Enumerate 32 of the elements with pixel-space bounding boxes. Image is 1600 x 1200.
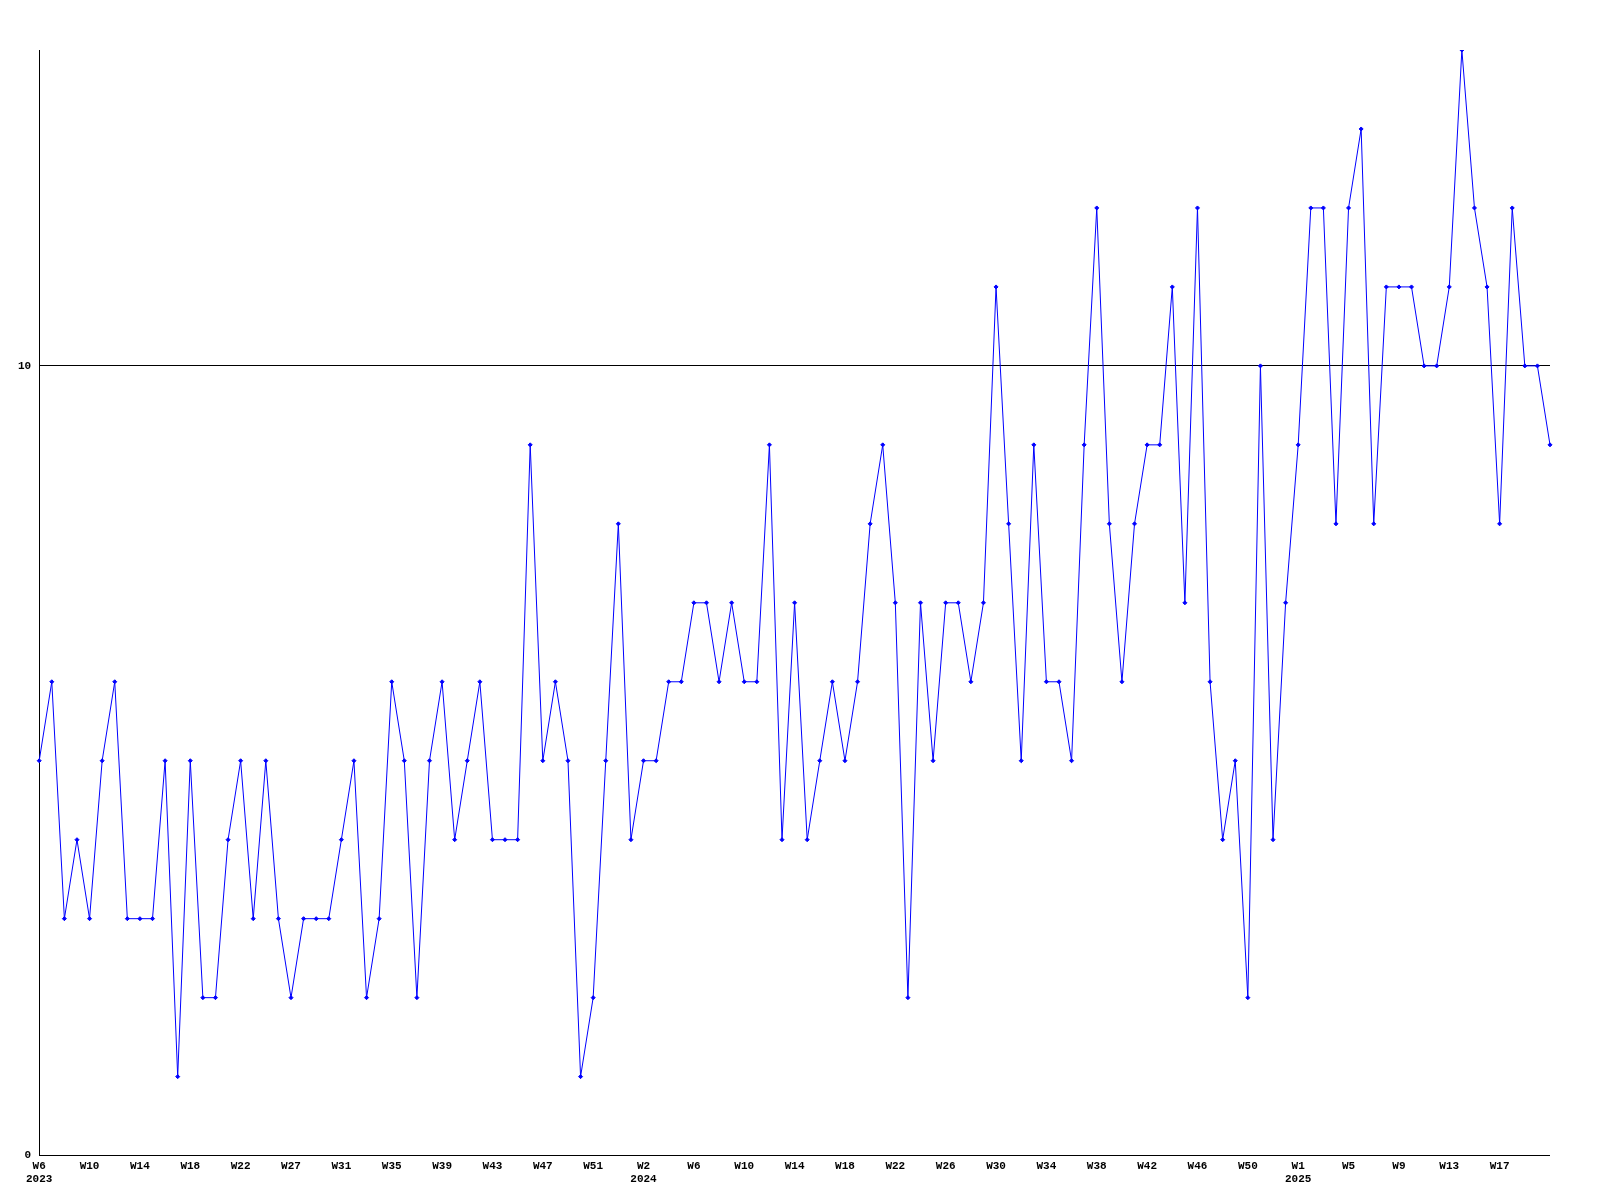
x-tick-label: W6 2023 [26,1159,53,1186]
y-tick-label: 10 [18,359,32,372]
x-tick-label: W9 [1392,1159,1406,1172]
x-tick-label: W14 [784,1159,805,1172]
x-tick-label: W31 [331,1159,352,1172]
x-tick-label: W38 [1086,1159,1108,1172]
x-tick-label: W51 [583,1159,604,1172]
x-tick-label: W27 [281,1159,301,1172]
x-tick-label: W30 [986,1159,1006,1172]
x-tick-label: W18 [835,1159,856,1172]
x-tick-label: W13 [1439,1159,1460,1172]
x-tick-label: W39 [432,1159,452,1172]
x-tick-label: W10 [79,1159,100,1172]
x-tick-label: W18 [180,1159,201,1172]
x-tick-label: W22 [230,1159,251,1172]
x-tick-label: W50 [1237,1159,1258,1172]
x-tick-label: W17 [1489,1159,1510,1172]
x-tick-label: W5 [1341,1159,1356,1172]
x-tick-label: W10 [734,1159,755,1172]
x-tick-label: W14 [130,1159,151,1172]
x-tick-label: W22 [885,1159,906,1172]
x-tick-label: W34 [1036,1159,1057,1172]
x-tick-label: W47 [532,1159,553,1172]
y-tick-label: 0 [24,1149,32,1162]
x-tick-label: W35 [381,1159,403,1172]
x-tick-label: W26 [935,1159,956,1172]
x-tick-label: W2 2024 [630,1159,658,1186]
x-tick-label: W1 2025 [1285,1159,1312,1186]
x-tick-label: W42 [1137,1159,1158,1172]
x-tick-label: W43 [482,1159,503,1172]
x-tick-label: W6 [687,1159,701,1172]
x-tick-label: W46 [1187,1159,1208,1172]
